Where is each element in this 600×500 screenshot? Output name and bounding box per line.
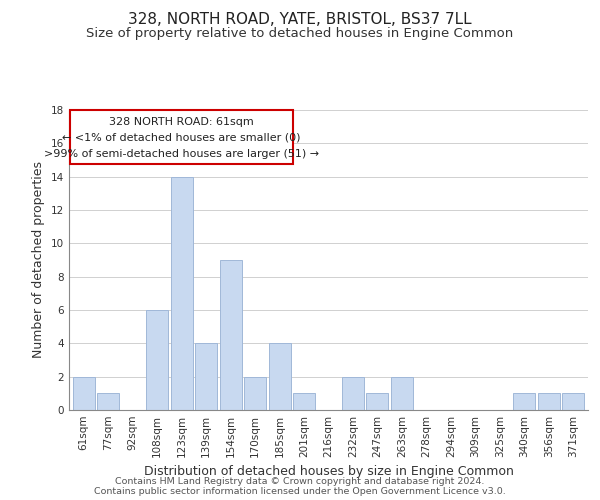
Y-axis label: Number of detached properties: Number of detached properties: [32, 162, 46, 358]
Text: Contains HM Land Registry data © Crown copyright and database right 2024.: Contains HM Land Registry data © Crown c…: [115, 477, 485, 486]
Bar: [220, 260, 242, 410]
Bar: [367, 394, 388, 410]
Bar: [514, 394, 535, 410]
Bar: [195, 344, 217, 410]
Bar: [293, 394, 315, 410]
Text: 328, NORTH ROAD, YATE, BRISTOL, BS37 7LL: 328, NORTH ROAD, YATE, BRISTOL, BS37 7LL: [128, 12, 472, 28]
Bar: [146, 310, 168, 410]
Text: 328 NORTH ROAD: 61sqm: 328 NORTH ROAD: 61sqm: [109, 116, 254, 126]
Bar: [244, 376, 266, 410]
X-axis label: Distribution of detached houses by size in Engine Common: Distribution of detached houses by size …: [143, 466, 514, 478]
Text: ← <1% of detached houses are smaller (0): ← <1% of detached houses are smaller (0): [62, 133, 301, 143]
Text: Contains public sector information licensed under the Open Government Licence v3: Contains public sector information licen…: [94, 487, 506, 496]
Text: Size of property relative to detached houses in Engine Common: Size of property relative to detached ho…: [86, 28, 514, 40]
Bar: [73, 376, 95, 410]
Bar: [269, 344, 290, 410]
Bar: [562, 394, 584, 410]
Bar: [342, 376, 364, 410]
Bar: [391, 376, 413, 410]
Bar: [97, 394, 119, 410]
FancyBboxPatch shape: [70, 110, 293, 164]
Bar: [538, 394, 560, 410]
Bar: [170, 176, 193, 410]
Text: >99% of semi-detached houses are larger (51) →: >99% of semi-detached houses are larger …: [44, 150, 319, 160]
